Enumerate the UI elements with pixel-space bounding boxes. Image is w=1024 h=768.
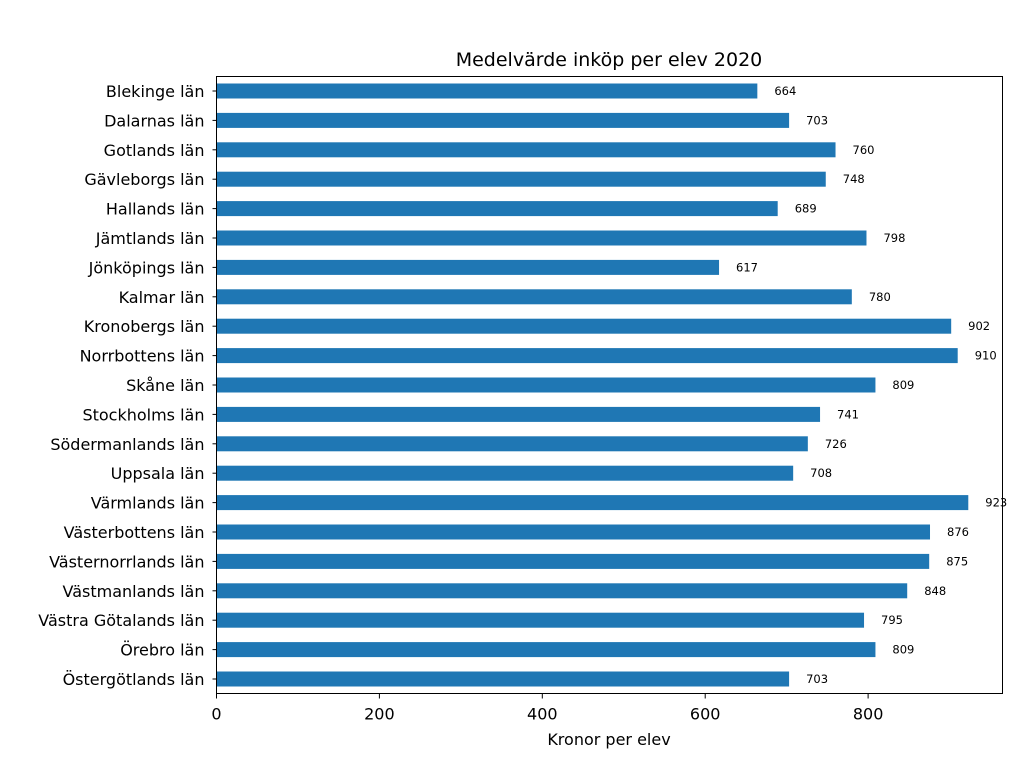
bar (216, 406, 821, 422)
bar-value-label: 703 (806, 672, 828, 686)
bar-value-label: 876 (947, 525, 969, 539)
category-label: Norrbottens län (80, 347, 205, 366)
bar-value-label: 708 (810, 466, 832, 480)
category-label: Örebro län (120, 641, 204, 660)
bar-value-label: 741 (837, 407, 859, 421)
bar-value-label: 760 (853, 143, 875, 157)
bar-value-label: 798 (883, 231, 905, 245)
category-label: Hallands län (106, 200, 205, 219)
bar (216, 553, 930, 569)
bar-value-label: 910 (975, 349, 997, 363)
bar (216, 230, 867, 246)
x-tick-label: 800 (853, 705, 884, 724)
bar (216, 465, 794, 481)
bar (216, 171, 826, 187)
category-label: Uppsala län (111, 464, 205, 483)
category-label: Södermanlands län (50, 435, 204, 454)
bar (216, 583, 908, 599)
bar-value-label: 795 (881, 613, 903, 627)
x-tick-label: 400 (527, 705, 558, 724)
category-label: Jämtlands län (95, 229, 205, 248)
plot-area-frame (216, 76, 1003, 694)
category-label: Stockholms län (82, 405, 204, 424)
bars-group (216, 83, 969, 687)
bar-value-label: 902 (968, 319, 990, 333)
bar (216, 318, 952, 334)
x-tick-label: 200 (364, 705, 395, 724)
bar-value-label: 809 (892, 378, 914, 392)
x-axis-ticks-group: 0 200 400 600 800 (211, 693, 884, 724)
bar-value-label: 703 (806, 113, 828, 127)
category-label: Gotlands län (104, 141, 205, 160)
category-label: Värmlands län (91, 494, 205, 513)
bar (216, 142, 836, 158)
bar (216, 495, 969, 511)
x-tick-label: 600 (690, 705, 721, 724)
bar (216, 436, 808, 452)
category-label: Jönköpings län (88, 258, 205, 277)
category-label: Kronobergs län (84, 317, 205, 336)
bar (216, 259, 720, 275)
bar-value-label: 875 (946, 554, 968, 568)
bar-value-label: 726 (825, 437, 847, 451)
bar (216, 201, 778, 217)
x-axis-label: Kronor per elev (547, 730, 670, 749)
category-label: Kalmar län (119, 288, 205, 307)
category-label: Västernorrlands län (49, 552, 204, 571)
bar (216, 671, 790, 687)
category-labels-group: Blekinge län Dalarnas län Gotlands län Gävl… (38, 82, 217, 689)
bar-value-label: 923 (985, 496, 1007, 510)
category-label: Västmanlands län (62, 582, 204, 601)
bar (216, 377, 876, 393)
bar-value-label: 689 (795, 202, 817, 216)
category-label: Dalarnas län (104, 111, 204, 130)
value-labels-group: 664 703 760 748 689 798 617 780 902 910 809 741 726 7… (736, 84, 1007, 686)
bar (216, 289, 852, 305)
bar-value-label: 664 (774, 84, 796, 98)
bar (216, 112, 790, 128)
category-label: Blekinge län (106, 82, 205, 101)
bar (216, 612, 865, 628)
bar-value-label: 848 (924, 584, 946, 598)
bar (216, 642, 876, 658)
category-label: Västra Götalands län (38, 611, 204, 630)
category-label: Västerbottens län (64, 523, 205, 542)
bar (216, 348, 958, 364)
bar (216, 524, 931, 540)
category-label: Gävleborgs län (84, 170, 204, 189)
bar-value-label: 809 (892, 643, 914, 657)
bar-value-label: 748 (843, 172, 865, 186)
bar-value-label: 780 (869, 290, 891, 304)
chart-title: Medelvärde inköp per elev 2020 (456, 49, 763, 71)
bar-value-label: 617 (736, 260, 758, 274)
x-tick-label: 0 (211, 705, 221, 724)
category-label: Östergötlands län (63, 670, 205, 689)
category-label: Skåne län (126, 376, 204, 395)
bar (216, 83, 758, 99)
